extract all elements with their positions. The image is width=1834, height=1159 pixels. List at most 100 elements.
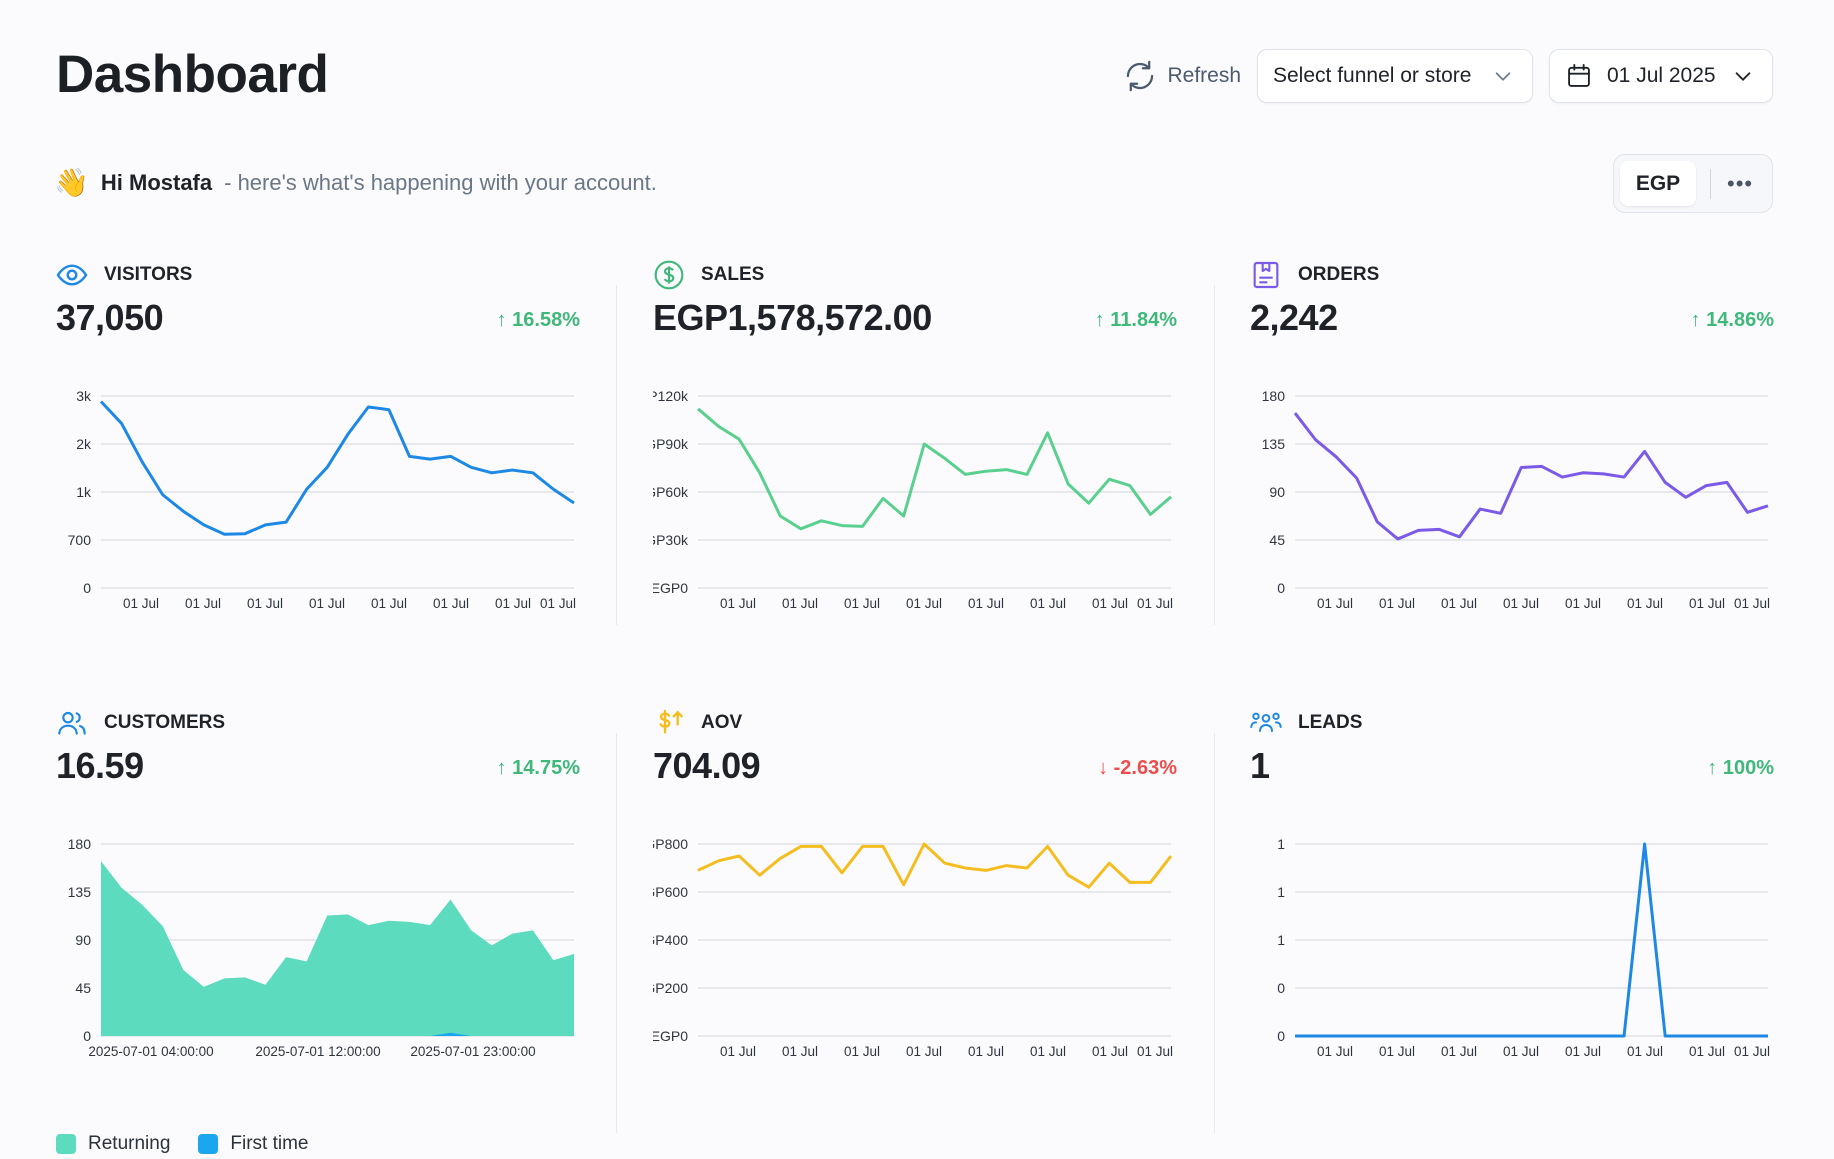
series-line	[99, 400, 575, 536]
series-line	[1295, 842, 1768, 1038]
y-tick-label: 135	[1262, 436, 1286, 452]
x-tick-label: 2025-07-01 23:00:00	[410, 1044, 535, 1059]
change-value: -2.63%	[1113, 757, 1177, 779]
customers-legend: Returning First time	[56, 1133, 309, 1155]
x-tick-label: 01 Jul	[782, 596, 818, 611]
legend-item-returning[interactable]: Returning	[56, 1133, 170, 1155]
page-title: Dashboard	[56, 45, 329, 104]
date-picker[interactable]: 01 Jul 2025	[1549, 49, 1773, 103]
aov-card-header: AOV	[653, 707, 742, 739]
funnel-store-select[interactable]: Select funnel or store	[1257, 49, 1533, 103]
currency-toolbar: EGP •••	[1613, 154, 1773, 213]
aov-card: AOV 704.09 ↓ -2.63% EGP800EGP600EGP400EG…	[653, 707, 1177, 1147]
visitors-chart: 3k 2k 1k 700 0 01 Jul 01 Jul 01 Jul 01 Jul 01 Jul…	[68, 388, 576, 611]
x-tick-label: 01 Jul	[1317, 596, 1353, 611]
customers-card: CUSTOMERS 16.59 ↑ 14.75% 180 135 90 45 0 2025…	[56, 707, 580, 1147]
y-tick-label: 180	[68, 836, 92, 852]
x-tick-label: 01 Jul	[1627, 1044, 1663, 1059]
legend-label: Returning	[88, 1133, 171, 1154]
x-tick-label: 01 Jul	[844, 596, 880, 611]
column-divider	[1214, 733, 1215, 1133]
y-tick-label: 45	[1269, 532, 1285, 548]
card-title: ORDERS	[1298, 264, 1380, 285]
y-tick-label: 0	[1277, 980, 1285, 996]
change-indicator: ↑ 14.75%	[496, 757, 580, 779]
y-tick-label: 180	[1262, 388, 1286, 404]
x-tick-label: 01 Jul	[1689, 1044, 1725, 1059]
x-tick-label: 01 Jul	[906, 596, 942, 611]
x-tick-label: 01 Jul	[1379, 1044, 1415, 1059]
y-tick-label: 0	[83, 580, 91, 596]
more-options-icon[interactable]: •••	[1727, 170, 1754, 196]
refresh-button[interactable]: Refresh	[1123, 59, 1241, 93]
chevron-down-icon	[1735, 72, 1751, 81]
y-tick-label: EGP30k	[653, 532, 689, 548]
dollar-up-icon	[659, 709, 683, 734]
x-tick-label: 01 Jul	[1137, 1044, 1173, 1059]
card-title: CUSTOMERS	[104, 712, 226, 733]
card-title: SALES	[701, 264, 765, 285]
change-value: 14.86%	[1706, 309, 1774, 331]
x-tick-label: 01 Jul	[968, 1044, 1004, 1059]
change-value: 100%	[1722, 757, 1774, 779]
x-tick-label: 01 Jul	[844, 1044, 880, 1059]
y-tick-label: EGP800	[653, 836, 688, 852]
x-tick-label: 01 Jul	[1565, 596, 1601, 611]
column-divider	[616, 733, 617, 1133]
aov-chart: EGP800 EGP600 EGP400 EGP200 EGP0 01 Jul 01 Jul…	[653, 836, 1173, 1059]
x-tick-label: 01 Jul	[1734, 1044, 1770, 1059]
people-group-icon	[1250, 712, 1282, 732]
x-tick-label: 01 Jul	[906, 1044, 942, 1059]
sales-chart: EGP120k EGP90k EGP60k EGP30k EGP0 01 Jul 01 Ju…	[653, 388, 1173, 611]
orders-card-header: ORDERS	[1250, 259, 1379, 291]
y-tick-label: EGP60k	[653, 484, 689, 500]
change-indicator: ↑ 11.84%	[1094, 309, 1177, 331]
y-tick-label: 1k	[76, 484, 92, 500]
change-value: 14.75%	[512, 757, 580, 779]
returning-area	[101, 861, 574, 1036]
x-tick-label: 01 Jul	[720, 1044, 756, 1059]
series-line	[697, 407, 1172, 531]
visitors-card-header: VISITORS	[56, 259, 192, 291]
x-tick-label: 01 Jul	[1317, 1044, 1353, 1059]
funnel-select-placeholder: Select funnel or store	[1273, 64, 1472, 87]
card-value: 2,242	[1250, 297, 1338, 338]
series-line	[1293, 412, 1769, 541]
x-tick-label: 01 Jul	[1137, 596, 1173, 611]
change-indicator: ↓ -2.63%	[1098, 757, 1177, 779]
card-value: 1	[1250, 745, 1270, 786]
x-tick-label: 01 Jul	[1441, 1044, 1477, 1059]
legend-item-first-time[interactable]: First time	[198, 1133, 309, 1155]
column-divider	[616, 285, 617, 625]
y-tick-label: 0	[1277, 580, 1285, 596]
x-tick-label: 01 Jul	[123, 596, 159, 611]
change-indicator: ↑ 14.86%	[1690, 309, 1774, 331]
x-tick-label: 01 Jul	[495, 596, 531, 611]
leads-card-header: LEADS	[1250, 707, 1362, 739]
column-divider	[1214, 285, 1215, 625]
legend-swatch	[56, 1134, 76, 1154]
y-tick-label: EGP0	[653, 580, 688, 596]
x-tick-label: 01 Jul	[247, 596, 283, 611]
date-value: 01 Jul 2025	[1607, 64, 1716, 87]
x-tick-label: 01 Jul	[782, 1044, 818, 1059]
calendar-icon	[1568, 63, 1590, 87]
currency-button[interactable]: EGP	[1620, 161, 1696, 206]
y-tick-label: 2k	[76, 436, 92, 452]
y-tick-label: 90	[75, 932, 91, 948]
card-value: 16.59	[56, 745, 144, 786]
card-title: AOV	[701, 712, 743, 733]
greeting: 👋 Hi Mostafa - here's what's happening w…	[54, 166, 657, 199]
y-tick-label: 0	[83, 1028, 91, 1044]
y-tick-label: 45	[75, 980, 91, 996]
orders-card: ORDERS 2,242 ↑ 14.86% 180 135 90 45 0 01 Jul 0…	[1250, 259, 1774, 699]
y-tick-label: 0	[1277, 1028, 1285, 1044]
card-value: EGP1,578,572.00	[653, 297, 932, 338]
y-tick-label: 1	[1277, 932, 1285, 948]
series-line	[697, 842, 1173, 889]
y-tick-label: EGP600	[653, 884, 688, 900]
x-tick-label: 01 Jul	[1030, 596, 1066, 611]
refresh-icon	[1127, 60, 1154, 92]
visitors-card: VISITORS 37,050 ↑ 16.58% 3k 2k 1k 700 0 01 Ju…	[56, 259, 580, 699]
